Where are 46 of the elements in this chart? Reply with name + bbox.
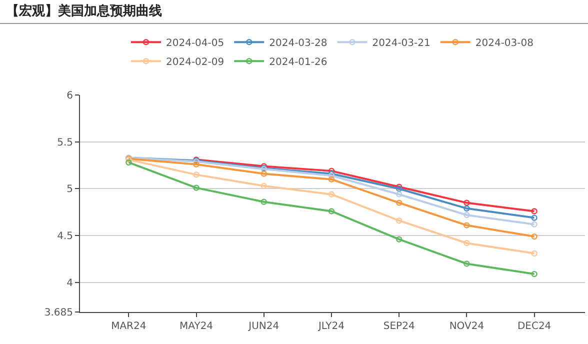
point <box>464 200 470 206</box>
point <box>531 214 538 221</box>
point <box>531 221 538 228</box>
point <box>531 233 538 240</box>
legend-label: 2024-03-08 <box>475 38 534 49</box>
point <box>260 198 267 205</box>
y-tick-label: 6 <box>66 90 73 102</box>
x-tick-label: MAR24 <box>111 321 146 332</box>
point <box>531 250 538 257</box>
legend-label: 2024-02-09 <box>166 57 224 68</box>
point <box>328 176 335 182</box>
x-tick-label: MAY24 <box>180 321 214 332</box>
y-tick-label: 5 <box>66 184 73 196</box>
point <box>464 222 470 228</box>
point <box>193 172 200 178</box>
point <box>464 260 470 267</box>
point <box>193 184 200 191</box>
legend-label: 2024-03-21 <box>372 38 430 49</box>
point <box>193 161 200 168</box>
point <box>531 208 538 214</box>
y-tick-label: 3.685 <box>44 308 73 318</box>
legend-label: 2024-04-05 <box>166 38 224 49</box>
point <box>464 205 470 212</box>
x-tick-label: DEC24 <box>517 321 552 332</box>
x-tick-label: JLY24 <box>317 321 345 332</box>
point <box>260 182 267 190</box>
chart-title: 【宏观】美国加息预期曲线 <box>0 0 588 24</box>
point <box>260 170 267 177</box>
point <box>396 191 402 198</box>
legend-label: 2024-01-26 <box>269 57 328 68</box>
point <box>328 208 335 214</box>
point <box>396 218 402 224</box>
point <box>328 191 335 198</box>
point <box>126 159 132 166</box>
y-tick-label: 4.5 <box>57 231 73 242</box>
point <box>464 240 470 246</box>
point <box>531 270 538 278</box>
legend-label: 2024-03-28 <box>269 38 328 49</box>
point <box>396 200 402 206</box>
point <box>464 212 470 218</box>
x-tick-label: NOV24 <box>449 321 484 332</box>
point <box>396 236 402 242</box>
y-tick-label: 5.5 <box>57 137 73 148</box>
x-tick-label: JUN24 <box>248 321 280 332</box>
y-tick-label: 4 <box>66 278 73 289</box>
x-tick-label: SEP24 <box>383 321 415 332</box>
